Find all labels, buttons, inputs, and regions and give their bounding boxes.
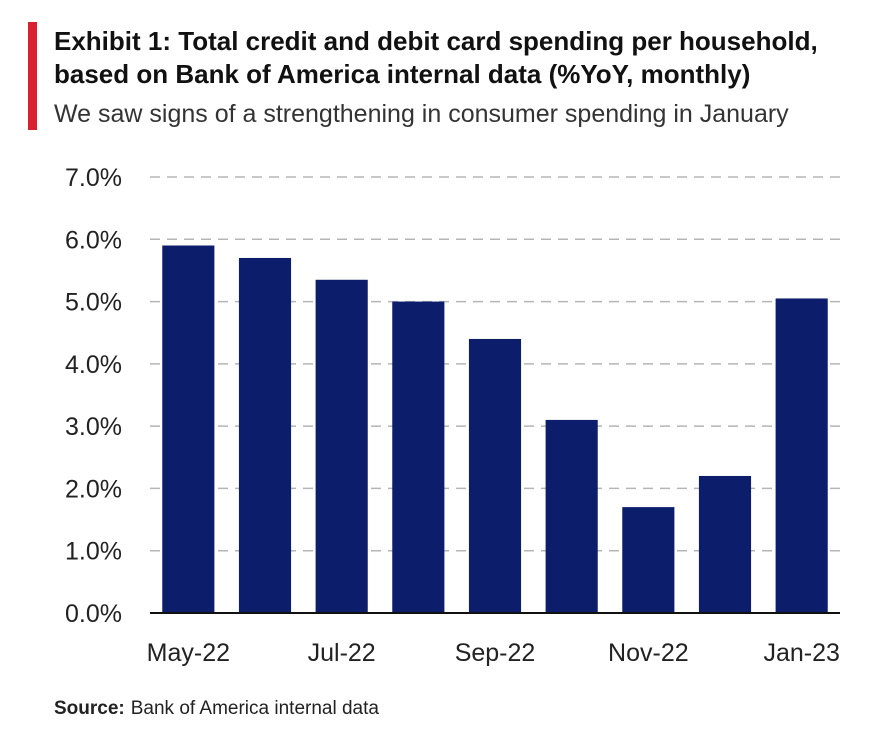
- bar-aug-22: [392, 301, 445, 613]
- chart-title: Exhibit 1: Total credit and debit card s…: [54, 26, 818, 89]
- y-tick-label: 3.0%: [65, 413, 122, 441]
- bar-nov-22: [622, 507, 675, 613]
- y-axis-ticks: 0.0% 1.0% 2.0% 3.0% 4.0% 5.0% 6.0% 7.0%: [65, 164, 122, 628]
- y-tick-label: 6.0%: [65, 226, 122, 254]
- bar-chart: 0.0% 1.0% 2.0% 3.0% 4.0% 5.0% 6.0% 7.0% May-22 J…: [65, 164, 840, 667]
- chart-subtitle: We saw signs of a strengthening in consu…: [54, 100, 789, 128]
- y-tick-label: 0.0%: [65, 600, 122, 628]
- source-text: Bank of America internal data: [130, 698, 379, 719]
- y-tick-label: 4.0%: [65, 351, 122, 379]
- x-tick-label: May-22: [147, 639, 230, 667]
- x-tick-label: Jul-22: [308, 639, 376, 667]
- bar-jul-22: [315, 279, 368, 613]
- bar-may-22: [162, 245, 215, 613]
- y-tick-label: 5.0%: [65, 289, 122, 317]
- x-axis-ticks: May-22 Jul-22 Sep-22 Nov-22 Jan-23: [147, 639, 840, 667]
- bar-dec-22: [698, 475, 752, 613]
- y-tick-label: 2.0%: [65, 475, 122, 503]
- bars: [162, 245, 828, 613]
- source-label: Source:: [54, 698, 125, 719]
- source-note: Source: Bank of America internal data: [54, 698, 379, 720]
- bar-oct-22: [545, 419, 598, 613]
- bar-sep-22: [468, 338, 522, 613]
- accent-bar: [28, 22, 37, 130]
- bar-jan-23: [775, 298, 828, 613]
- y-tick-label: 7.0%: [65, 164, 122, 192]
- x-tick-label: Sep-22: [455, 639, 536, 667]
- bar-jun-22: [238, 257, 292, 613]
- x-tick-label: Jan-23: [763, 639, 839, 667]
- y-tick-label: 1.0%: [65, 538, 122, 566]
- x-tick-label: Nov-22: [608, 639, 689, 667]
